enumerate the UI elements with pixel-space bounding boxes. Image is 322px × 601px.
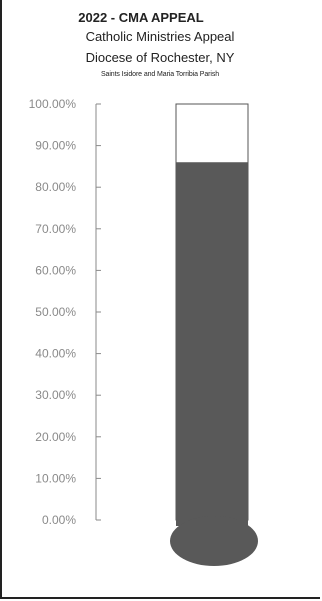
chart-title: 2022 - CMA APPEAL xyxy=(78,10,204,25)
y-tick-label: 0.00% xyxy=(42,513,76,527)
y-tick-label: 90.00% xyxy=(35,139,76,153)
y-tick-label: 70.00% xyxy=(35,222,76,236)
y-tick-label: 50.00% xyxy=(35,305,76,319)
y-axis: 100.00% 90.00% 80.00% 70.00% 60.00% 50.00% 40.… xyxy=(29,97,101,527)
y-tick-label: 100.00% xyxy=(29,97,77,111)
y-tick-label: 80.00% xyxy=(35,180,76,194)
thermometer-bulb xyxy=(170,516,258,566)
y-tick-label: 10.00% xyxy=(35,471,76,485)
y-tick-label: 30.00% xyxy=(35,388,76,402)
y-tick-label: 20.00% xyxy=(35,430,76,444)
chart-subtitle-line-2: Diocese of Rochester, NY xyxy=(85,50,235,65)
chart-title-block: 2022 - CMA APPEAL Catholic Ministries Ap… xyxy=(30,10,290,82)
chart-subtitle-line-1: Catholic Ministries Appeal xyxy=(85,29,235,44)
thermometer-fill-bar xyxy=(176,162,248,527)
chart-subtitle-line-3: Saints Isidore and Maria Torribia Parish xyxy=(100,71,220,78)
y-tick-label: 40.00% xyxy=(35,347,76,361)
thermometer xyxy=(170,103,258,566)
y-tick-label: 60.00% xyxy=(35,263,76,277)
